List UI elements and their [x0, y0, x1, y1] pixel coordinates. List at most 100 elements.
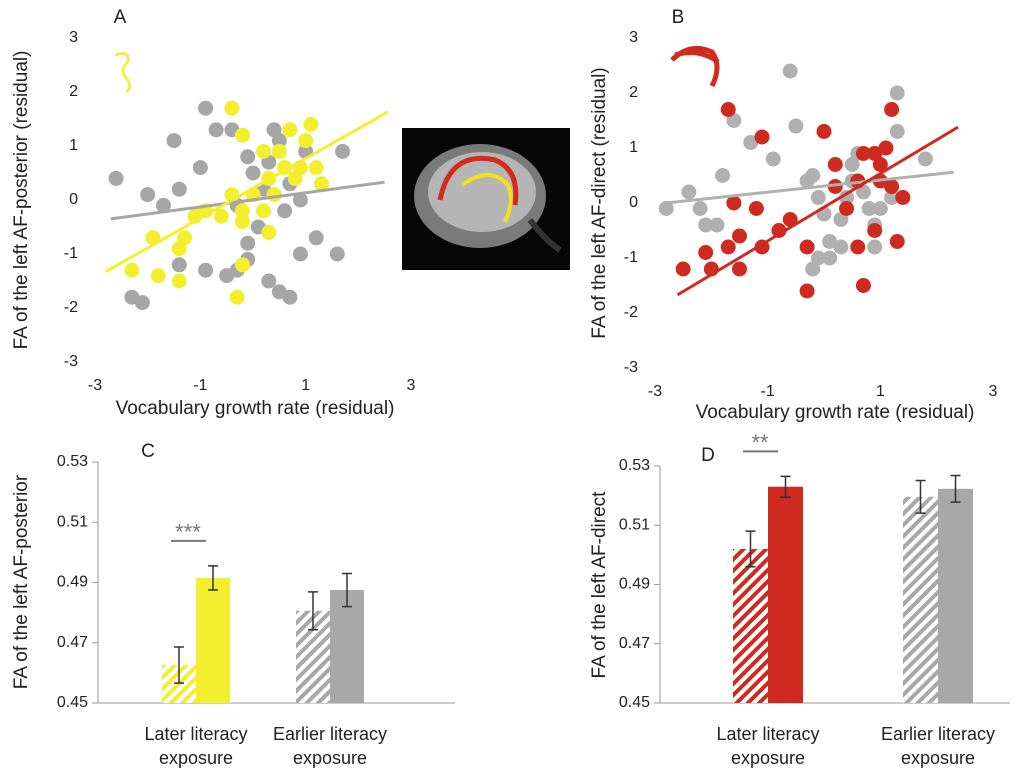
point [833, 239, 849, 255]
point [799, 283, 815, 299]
y-tick-label: -3 [624, 359, 638, 376]
x-tick-label: -3 [648, 383, 662, 400]
y-tick-label: 0.47 [619, 635, 650, 652]
point [271, 143, 287, 159]
x-tick-label: -1 [193, 377, 207, 394]
point [219, 268, 235, 284]
point [805, 261, 821, 277]
point [889, 124, 905, 139]
point [229, 289, 245, 305]
point [329, 246, 345, 262]
point [861, 201, 877, 216]
point [240, 149, 256, 165]
point [198, 100, 214, 116]
panel-label: A [114, 7, 127, 28]
point [822, 234, 838, 249]
point [765, 151, 781, 167]
y-tick-label: 3 [69, 29, 78, 46]
point [675, 261, 691, 277]
y-tick-label: 0.45 [57, 694, 88, 711]
y-tick-label: -2 [64, 299, 78, 316]
point [256, 203, 272, 219]
point [171, 241, 187, 257]
point [805, 168, 821, 183]
point [261, 273, 277, 289]
point [240, 235, 256, 251]
point [855, 146, 871, 161]
x-axis-title: Vocabulary growth rate (residual) [116, 398, 395, 419]
point [788, 118, 804, 134]
point [171, 273, 187, 289]
x-tick-label: Later literacy exposure [144, 724, 248, 768]
point [917, 151, 933, 167]
point [134, 295, 150, 311]
fit-line [104, 110, 389, 274]
point [245, 165, 261, 181]
point [208, 122, 224, 138]
y-tick-label: 0.49 [619, 576, 650, 593]
point [234, 214, 250, 230]
point [292, 192, 308, 208]
error-bar [950, 474, 961, 503]
y-tick-label: 0.53 [57, 453, 88, 470]
point [213, 208, 229, 224]
point [754, 129, 770, 145]
point [872, 201, 888, 216]
y-tick-label: 2 [629, 84, 638, 101]
bar [903, 496, 938, 703]
point [124, 262, 140, 278]
x-tick-label: Later literacy exposure [716, 724, 820, 768]
point [287, 170, 303, 186]
point [171, 257, 187, 273]
error-bar [308, 591, 318, 631]
point [681, 184, 697, 200]
y-tick-label: -1 [624, 249, 638, 266]
panel-label: C [141, 441, 155, 462]
point [782, 63, 798, 79]
point [271, 133, 287, 149]
point [313, 176, 329, 192]
y-tick-label: 1 [69, 137, 78, 154]
point [732, 261, 747, 277]
y-tick-label: 0.45 [619, 694, 650, 711]
y-tick-label: 0.49 [57, 574, 88, 591]
point [150, 268, 166, 284]
error-bar [745, 530, 756, 568]
point [771, 223, 787, 238]
bar [768, 486, 803, 703]
point [658, 201, 674, 216]
point [782, 212, 798, 227]
tract-icon [670, 45, 720, 88]
point [166, 133, 182, 149]
y-tick-label: 0 [69, 191, 78, 208]
point [234, 203, 250, 219]
x-tick-label: -1 [761, 383, 775, 400]
panel-label: D [701, 445, 715, 466]
panel-label: B [672, 7, 685, 28]
y-tick-label: -3 [64, 353, 78, 370]
point [884, 179, 900, 194]
point [732, 228, 747, 244]
y-tick-label: 0.47 [57, 634, 88, 651]
point [108, 170, 124, 186]
point [692, 201, 708, 216]
point [303, 116, 319, 132]
point [822, 250, 838, 266]
x-tick-label: -3 [88, 377, 102, 394]
error-bar [208, 565, 218, 591]
y-tick-label: 1 [629, 139, 638, 156]
point [198, 262, 214, 278]
brain-image [402, 128, 570, 270]
significance-label: *** [175, 520, 201, 545]
bar [330, 590, 364, 703]
point [855, 278, 871, 293]
x-tick-label: 3 [407, 377, 416, 394]
point [282, 122, 298, 138]
y-tick-label: 0.51 [619, 516, 650, 533]
y-tick-label: 3 [629, 29, 638, 46]
fit-line [666, 170, 954, 205]
x-tick-label: 1 [876, 383, 885, 400]
x-axis-title: Vocabulary growth rate (residual) [696, 402, 975, 423]
y-tick-label: 0 [629, 194, 638, 211]
